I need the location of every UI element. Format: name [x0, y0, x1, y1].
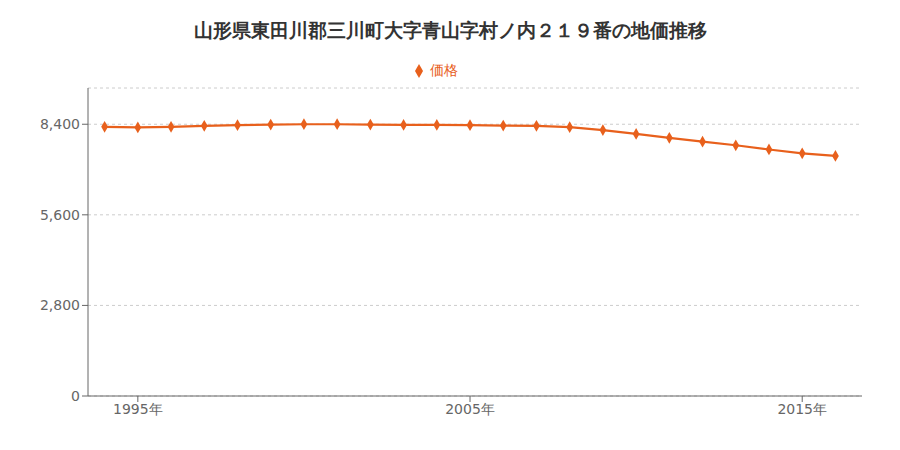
svg-text:1995年: 1995年: [113, 401, 163, 417]
svg-text:5,600: 5,600: [40, 207, 80, 223]
html-text:価格: 価格: [430, 62, 458, 78]
svg-text:2015年: 2015年: [777, 401, 827, 417]
svg-text:2,800: 2,800: [40, 297, 80, 313]
html-text:山形県東田川郡三川町大字青山字村ノ内２１９番の地価推移: 山形県東田川郡三川町大字青山字村ノ内２１９番の地価推移: [193, 19, 707, 41]
svg-text:0: 0: [71, 388, 80, 404]
svg-text:8,400: 8,400: [40, 116, 80, 132]
svg-text:2005年: 2005年: [445, 401, 495, 417]
